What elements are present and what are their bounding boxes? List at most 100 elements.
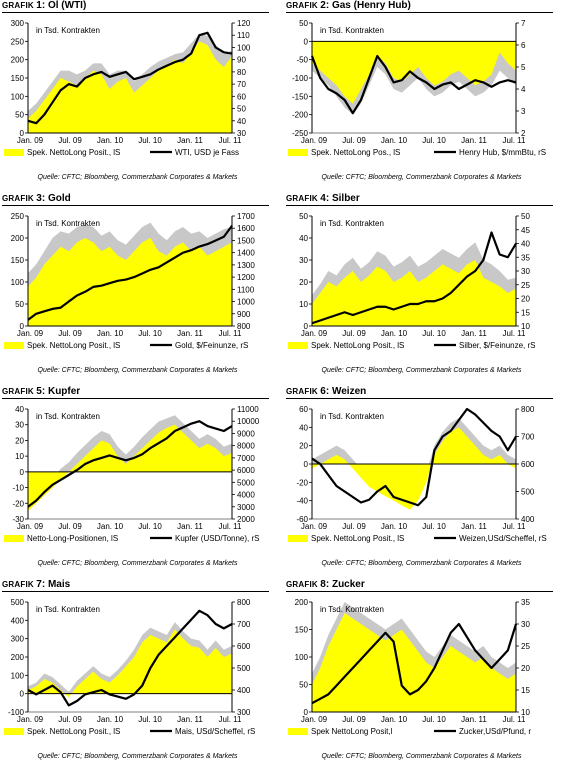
left-tick-label: 0 [304,460,309,469]
chart-number: 4: [320,193,332,204]
right-tick-label: 7 [521,19,526,28]
legend-label: Zucker,USd/Pfund, r [459,727,531,736]
right-tick-label: 20 [521,664,530,673]
chart-title: GRAFIK 7: Mais [2,579,70,590]
left-tick-label: 200 [11,653,25,662]
x-tick-label: Jan. 10 [97,136,124,145]
left-tick-label: -40 [296,497,308,506]
right-tick-label: 30 [521,620,530,629]
right-tick-label: 2000 [237,515,255,524]
left-tick-label: 100 [11,671,25,680]
x-tick-label: Jul. 11 [219,522,243,531]
price-line [311,231,517,325]
x-tick-label: Jan. 09 [17,329,44,338]
left-tick-label: 40 [299,234,308,243]
chart-panel-oil: GRAFIK 1: Öl (WTI) 0 50 100 150 200 250 300 30 40… [0,0,275,187]
left-tick-label: 0 [20,322,25,331]
right-tick-label: 1300 [237,261,255,270]
left-tick-label: 0 [304,37,309,46]
legend-label: Mais, USd/Scheffel, rS [175,727,255,736]
left-tick-label: 20 [299,442,308,451]
legend-label: Spek. NettoLong Posit., lS [27,727,120,736]
chart-number: 2: [320,0,332,11]
chart-title-text: Kupfer [47,386,81,397]
legend-label: Gold, $/Feinunze, rS [175,341,248,350]
price-line [27,609,233,707]
left-tick-label: 40 [299,423,308,432]
right-tick-label: 45 [521,226,530,235]
left-tick-label: 200 [295,598,309,607]
x-tick-label: Jan. 11 [461,329,487,338]
source-note: Quelle: CFTC; Bloomberg, Commerzbank Cor… [321,560,522,567]
chart-title-text: Silber [331,193,360,204]
net-long-area [28,41,232,133]
left-tick-label: 0 [304,708,309,717]
right-tick-label: 50 [521,212,530,221]
x-tick-label: Jul. 11 [503,329,527,338]
left-tick-label: 40 [15,405,24,414]
right-tick-label: 120 [237,19,251,28]
left-tick-label: 10 [15,452,24,461]
left-tick-label: 100 [11,92,25,101]
right-tick-label: 5 [521,63,526,72]
source-note: Quelle: CFTC; Bloomberg, Commerzbank Cor… [37,174,238,181]
left-tick-label: 50 [15,111,24,120]
right-tick-label: 35 [521,253,530,262]
chart-number: 6: [320,386,332,397]
x-tick-label: Jan. 11 [177,136,203,145]
x-tick-label: Jan. 10 [97,715,124,724]
right-tick-label: 800 [521,405,535,414]
x-tick-label: Jul. 11 [219,715,243,724]
x-tick-label: Jul. 11 [503,136,527,145]
left-tick-label: 500 [11,598,25,607]
left-tick-label: 250 [11,37,25,46]
title-rule [2,591,269,592]
right-tick-label: 600 [237,642,251,651]
chart-number: 5: [36,386,48,397]
right-tick-label: 70 [237,80,246,89]
legend-swatch-area [288,342,308,349]
source-note: Quelle: CFTC; Bloomberg, Commerzbank Cor… [37,753,238,760]
legend-label: Spek. NettoLong Posit., lS [27,341,120,350]
x-tick-label: Jan. 11 [461,715,487,724]
net-long-area [28,629,232,698]
chart-title: GRAFIK 5: Kupfer [2,386,80,397]
title-rule [286,398,553,399]
x-tick-label: Jul. 10 [422,136,446,145]
right-tick-label: 1100 [237,285,255,294]
right-tick-label: 500 [521,488,535,497]
x-tick-label: Jan. 11 [461,136,487,145]
right-tick-label: 15 [521,686,530,695]
right-tick-label: 35 [521,598,530,607]
chart-panel-gold: GRAFIK 3: Gold 0 50 100 150 200 250 800 900 1000 1… [0,193,275,380]
right-tick-label: 30 [521,267,530,276]
legend-label: WTI, USD je Fass [175,148,239,157]
right-tick-label: 4000 [237,491,255,500]
legend-swatch-area [4,728,24,735]
legend-label: Spek NettoLong Posit,l [311,727,393,736]
x-tick-label: Jan. 09 [17,715,44,724]
x-tick-label: Jul. 09 [342,136,366,145]
legend-swatch-area [288,149,308,156]
left-tick-label: 0 [20,690,25,699]
right-tick-label: 300 [237,708,251,717]
right-tick-label: 100 [237,43,251,52]
source-note: Quelle: CFTC; Bloomberg, Commerzbank Cor… [321,753,522,760]
x-tick-label: Jan. 10 [381,522,408,531]
chart-title-text: Zucker [331,579,365,590]
net-long-area [312,41,516,104]
x-tick-label: Jul. 11 [219,136,243,145]
x-tick-label: Jan. 10 [97,522,124,531]
chart-svg: -100 0 100 200 300 400 500 300 400 500 600 700 800 Ja… [4,598,255,736]
legend-label: Kupfer (USD/Tonne), rS [175,534,259,543]
right-tick-label: 20 [521,295,530,304]
right-tick-label: 10 [521,708,530,717]
unit-annotation: in Tsd. Kontrakten [320,26,384,35]
chart-number: 3: [36,193,48,204]
right-tick-label: 800 [237,322,251,331]
left-tick-label: 150 [295,626,309,635]
left-tick-label: 20 [299,278,308,287]
x-tick-label: Jul. 10 [422,522,446,531]
unit-annotation: in Tsd. Kontrakten [36,26,100,35]
x-tick-label: Jul. 09 [342,522,366,531]
